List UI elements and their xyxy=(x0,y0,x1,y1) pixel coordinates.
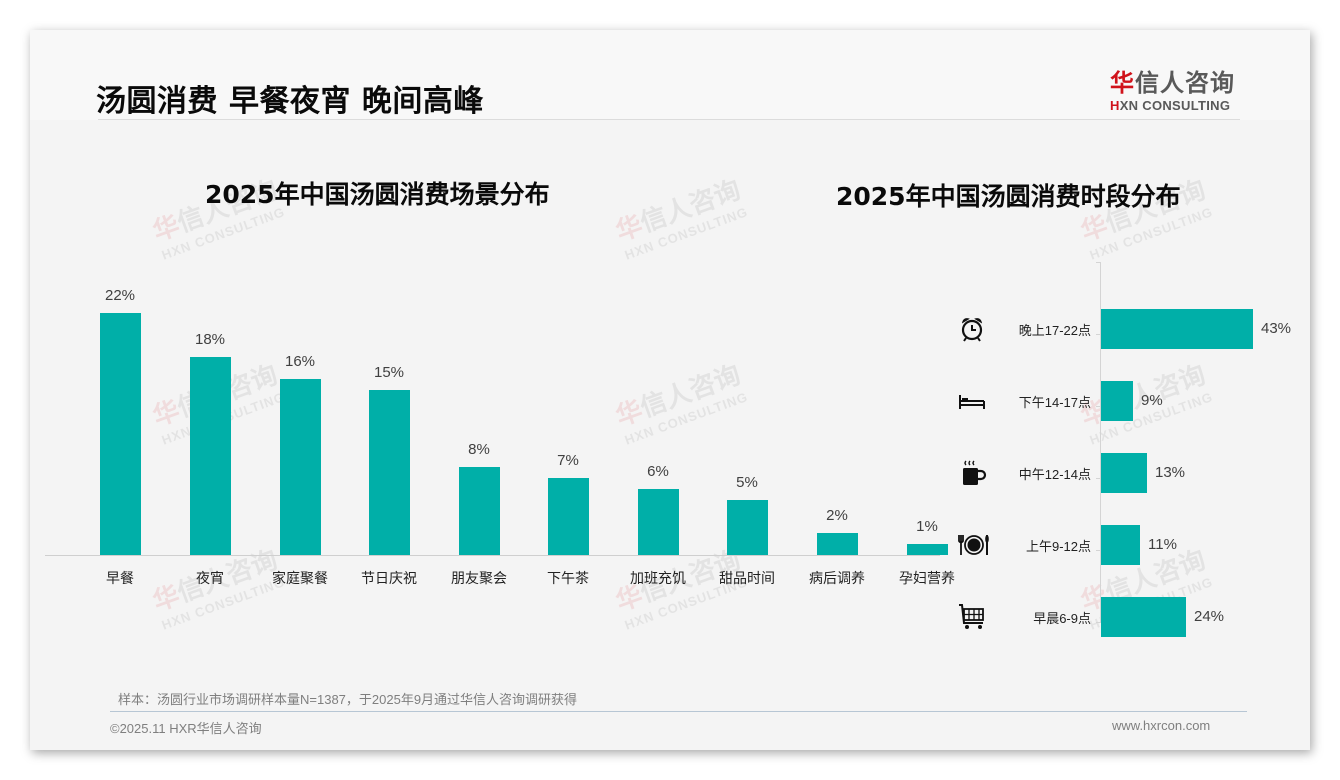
website-link[interactable]: www.hxrcon.com xyxy=(1112,718,1211,733)
header-band xyxy=(30,30,1310,120)
time-label: 中午12-14点 xyxy=(1018,467,1091,482)
logo-en-text: XN CONSULTING xyxy=(1119,98,1231,113)
scene-chart-title: 2025年中国汤圆消费场景分布 xyxy=(205,180,550,209)
time-value-label: 24% xyxy=(1194,608,1225,625)
logo-accent: 华 xyxy=(1110,69,1135,97)
copyright: ©2025.11 HXR华信人咨询 xyxy=(110,721,262,736)
time-bar xyxy=(1101,381,1133,421)
time-row: 中午12-14点 13% xyxy=(945,453,1310,493)
logo-cn-text: 信人咨询 xyxy=(1135,69,1235,97)
time-label: 晚上17-22点 xyxy=(1018,323,1091,338)
bar-value-label: 16% xyxy=(284,353,316,370)
category-label: 病后调养 xyxy=(809,570,865,586)
bar-5 xyxy=(459,467,500,555)
category-label: 节日庆祝 xyxy=(361,570,417,586)
axis-tick xyxy=(1096,406,1101,407)
axis-tick xyxy=(1096,262,1101,263)
time-bar-chart: 晚上17-22点 43% 下午14-17点 9% 中午12-14点 13% 上午9-12点 1… xyxy=(945,262,1310,637)
plate-cutlery-icon xyxy=(957,531,989,559)
bed-icon xyxy=(957,387,987,415)
alarm-clock-icon xyxy=(957,315,987,343)
time-row: 下午14-17点 9% xyxy=(945,381,1310,421)
category-label: 早餐 xyxy=(106,570,134,586)
logo-en-accent: H xyxy=(1110,98,1120,113)
category-label: 夜宵 xyxy=(196,570,224,586)
bar-value-label: 22% xyxy=(104,287,136,304)
bar-value-label: 2% xyxy=(826,507,848,524)
logo-en: HXN CONSULTING xyxy=(1110,98,1250,113)
footer-divider xyxy=(110,711,1247,712)
y-axis-line xyxy=(1100,262,1101,622)
category-label: 家庭聚餐 xyxy=(272,570,328,586)
category-label: 孕妇营养 xyxy=(899,570,955,586)
bar-value-label: 6% xyxy=(647,463,669,480)
coffee-cup-icon xyxy=(957,459,987,487)
time-label: 下午14-17点 xyxy=(1018,395,1091,410)
axis-tick xyxy=(1096,334,1101,335)
bar-value-label: 15% xyxy=(373,364,405,381)
title-divider xyxy=(98,119,1240,120)
sample-note: 样本：汤圆行业市场调研样本量N=1387，于2025年9月通过华信人咨询调研获得 xyxy=(118,692,578,707)
category-label: 下午茶 xyxy=(547,570,589,586)
bar-4 xyxy=(369,390,410,555)
time-chart-title: 2025年中国汤圆消费时段分布 xyxy=(836,182,1181,211)
time-row: 晚上17-22点 43% xyxy=(945,309,1310,349)
time-label: 早晨6-9点 xyxy=(1033,611,1091,626)
time-value-label: 9% xyxy=(1141,392,1163,409)
logo-cn: 华信人咨询 xyxy=(1110,63,1250,98)
time-bar xyxy=(1101,453,1147,493)
time-label: 上午9-12点 xyxy=(1025,539,1091,554)
bar-6 xyxy=(548,478,589,555)
bar-2 xyxy=(190,357,231,555)
axis-tick xyxy=(1096,478,1101,479)
page-title: 汤圆消费 早餐夜宵 晚间高峰 xyxy=(96,84,484,119)
bar-7 xyxy=(638,489,679,555)
axis-tick xyxy=(1096,550,1101,551)
category-label: 甜品时间 xyxy=(719,570,775,586)
time-value-label: 13% xyxy=(1155,464,1186,481)
bar-8 xyxy=(727,500,768,555)
bar-value-label: 18% xyxy=(194,331,226,348)
bar-value-label: 1% xyxy=(916,518,938,535)
shopping-cart-icon xyxy=(957,603,987,631)
bar-value-label: 8% xyxy=(468,441,490,458)
x-axis-baseline xyxy=(45,555,940,556)
brand-logo: 华信人咨询 HXN CONSULTING xyxy=(1110,63,1250,113)
bar-value-label: 5% xyxy=(736,474,758,491)
slide: 汤圆消费 早餐夜宵 晚间高峰 华信人咨询 HXN CONSULTING 华信人咨… xyxy=(30,30,1310,750)
category-label: 朋友聚会 xyxy=(451,570,507,586)
axis-tick xyxy=(1096,622,1101,623)
time-row: 上午9-12点 11% xyxy=(945,525,1310,565)
time-bar xyxy=(1101,597,1186,637)
bar-value-label: 7% xyxy=(557,452,579,469)
bar-3 xyxy=(280,379,321,555)
time-value-label: 11% xyxy=(1148,536,1177,553)
category-label: 加班充饥 xyxy=(630,570,686,586)
time-row: 早晨6-9点 24% xyxy=(945,597,1310,637)
bar-9 xyxy=(817,533,858,555)
scene-bar-chart: 22% 早餐 18% 夜宵 16% 家庭聚餐 15% 节日庆祝 8% 朋友聚会 7% 下午茶 6% 加班充… xyxy=(45,270,955,630)
bar-10 xyxy=(907,544,948,555)
time-value-label: 43% xyxy=(1261,320,1292,337)
time-bar xyxy=(1101,525,1140,565)
bar-1 xyxy=(100,313,141,555)
time-bar xyxy=(1101,309,1253,349)
